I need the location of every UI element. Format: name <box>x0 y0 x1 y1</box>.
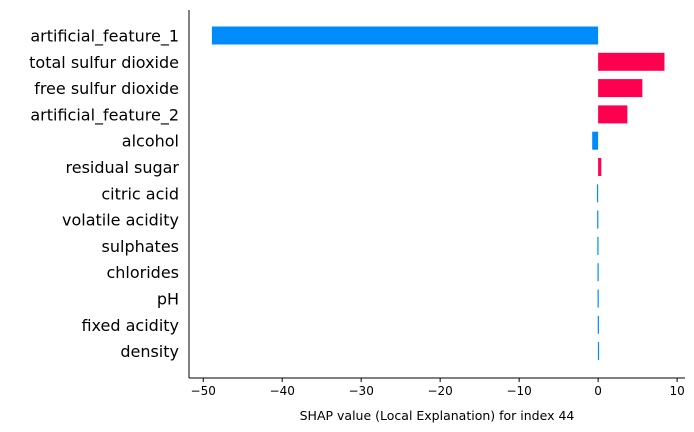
bar-citric-acid <box>596 184 599 203</box>
category-label: artificial_feature_1 <box>30 27 179 47</box>
x-tick-label: −40 <box>270 384 295 398</box>
category-label: free sulfur dioxide <box>34 79 179 98</box>
x-axis-label: SHAP value (Local Explanation) for index… <box>300 408 575 423</box>
x-tick-label: 10 <box>669 384 684 398</box>
x-tick-label: −30 <box>349 384 374 398</box>
category-label: residual sugar <box>66 158 180 177</box>
bar-density <box>597 342 600 361</box>
x-tick-label: −20 <box>427 384 452 398</box>
bar-chlorides <box>597 263 599 282</box>
bar-artificial-feature-1 <box>211 26 599 45</box>
bar-sulphates <box>597 236 599 255</box>
bars-group <box>211 26 665 361</box>
x-axis-ticks: −50 −40 −30 −20 −10 0 10 <box>191 378 685 398</box>
category-label: total sulfur dioxide <box>29 53 179 72</box>
category-label: sulphates <box>102 237 179 256</box>
category-label: density <box>120 342 179 361</box>
x-tick-label: 0 <box>594 384 602 398</box>
bar-residual-sugar <box>598 158 602 176</box>
bar-total-sulfur-dioxide <box>598 52 665 71</box>
x-tick-label: −50 <box>191 384 216 398</box>
category-label: citric acid <box>101 184 179 203</box>
bar-artificial-feature-2 <box>598 105 628 124</box>
category-label: alcohol <box>122 132 179 151</box>
bar-fixed-acidity <box>597 315 599 334</box>
category-label: fixed acidity <box>81 316 179 335</box>
bar-volatile-acidity <box>597 210 599 229</box>
bar-ph <box>597 289 599 308</box>
bar-free-sulfur-dioxide <box>598 79 643 98</box>
category-label: chlorides <box>106 263 179 282</box>
category-label: artificial_feature_2 <box>30 105 179 125</box>
bar-alcohol <box>592 131 599 150</box>
category-label: volatile acidity <box>62 211 179 230</box>
x-tick-label: −10 <box>506 384 531 398</box>
category-label: pH <box>157 290 179 309</box>
